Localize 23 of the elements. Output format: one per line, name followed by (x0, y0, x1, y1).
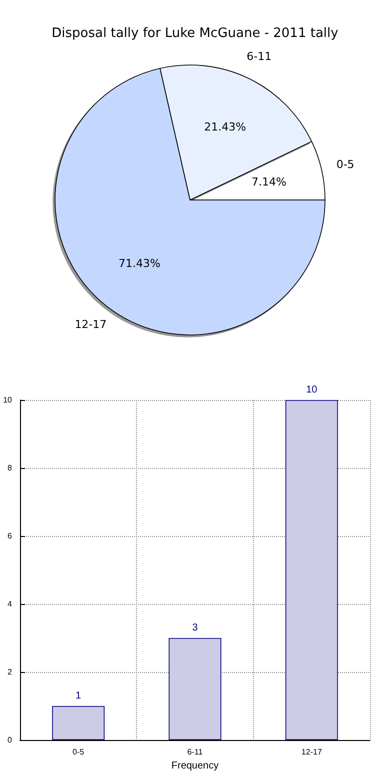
y-tick-label: 2 (8, 668, 13, 676)
x-tick-label: 6-11 (187, 748, 204, 756)
chart-title: Disposal tally for Luke McGuane - 2011 tally (52, 26, 339, 41)
x-tick-label: 0-5 (72, 748, 85, 756)
y-tick-label: 10 (3, 396, 13, 404)
bar (285, 400, 338, 740)
data-label: 1 (76, 690, 82, 702)
y-tick-label: 8 (8, 464, 13, 472)
data-label: 3 (192, 622, 198, 634)
bar (52, 706, 105, 740)
data-label: 21.43% (204, 120, 246, 134)
x-tick-label: 12-17 (301, 748, 322, 756)
y-tick-label: 0 (8, 736, 13, 744)
data-label: 71.43% (118, 256, 160, 270)
data-label: 7.14% (251, 175, 286, 188)
y-tick-label: 6 (8, 532, 13, 540)
slice-label: 12-17 (74, 318, 107, 332)
x-axis-title: Frequency (171, 760, 219, 772)
bar (168, 638, 222, 740)
slice-label: 0-5 (336, 158, 354, 172)
data-label: 10 (306, 384, 318, 396)
slice-label: 6-11 (246, 50, 272, 63)
y-tick-label: 4 (8, 600, 13, 608)
